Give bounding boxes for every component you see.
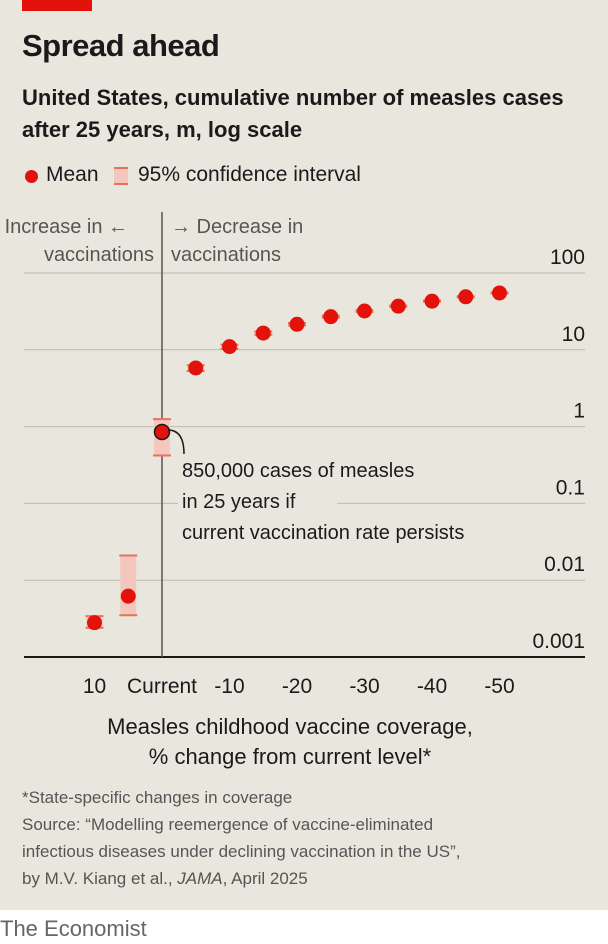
- data-point: [120, 588, 136, 604]
- y-tick-label: 0.01: [544, 553, 585, 576]
- ci-box: [120, 555, 137, 616]
- brand-red-bar: [22, 0, 92, 11]
- footnote-source-line2: infectious diseases under declining vacc…: [22, 842, 461, 861]
- x-tick-label: -30: [349, 675, 379, 698]
- chart-title: Spread ahead: [22, 28, 220, 63]
- data-point: [458, 289, 474, 305]
- data-point: [222, 339, 237, 355]
- y-tick-label: 100: [550, 246, 585, 269]
- annotation-bg: [178, 519, 543, 546]
- region-right-label-line2: vaccinations: [171, 244, 281, 266]
- annotation-text-line: current vaccination rate persists: [182, 522, 464, 544]
- x-tick-label: -50: [484, 675, 514, 698]
- data-point: [492, 285, 507, 301]
- legend-mean-label: Mean: [46, 163, 99, 186]
- region-right-label-line1: → Decrease in: [171, 216, 303, 238]
- region-left-label-line2: vaccinations: [44, 244, 154, 266]
- x-tick-label: Current: [127, 675, 197, 698]
- legend-ci-label: 95% confidence interval: [138, 163, 361, 186]
- data-point: [357, 303, 372, 319]
- data-point: [255, 325, 271, 341]
- data-point: [323, 309, 339, 325]
- annotation-text-line: in 25 years if: [182, 491, 296, 513]
- x-tick-label: -10: [214, 675, 244, 698]
- footnote-source-line3: by M.V. Kiang et al., JAMA, April 2025: [22, 869, 308, 888]
- data-point: [87, 615, 102, 631]
- data-point: [390, 298, 406, 314]
- data-point: [289, 316, 305, 332]
- x-tick-label: -40: [417, 675, 447, 698]
- x-axis-label-line2: % change from current level*: [149, 744, 432, 769]
- footnote-note: *State-specific changes in coverage: [22, 788, 293, 807]
- y-tick-label: 1: [573, 400, 585, 423]
- x-tick-label: 10: [83, 675, 106, 698]
- economist-logo-text: The Economist: [0, 916, 147, 941]
- annotation-bg: [178, 488, 338, 515]
- data-point: [188, 360, 204, 376]
- measles-chart: 100 10 1 0.1 0.01 0.001 Increase in ← vaccina…: [5, 212, 585, 769]
- chart-card: Spread ahead United States, cumulative n…: [0, 0, 608, 910]
- annotation-bg: [178, 457, 446, 484]
- chart-subtitle: United States, cumulative number of meas…: [22, 85, 564, 142]
- footnote-source-line1: Source: “Modelling reemergence of vaccin…: [22, 815, 434, 834]
- footnote: *State-specific changes in coverage Sour…: [22, 784, 592, 892]
- annotation-text-line: 850,000 cases of measles: [182, 460, 414, 482]
- legend-mean-dot-icon: [25, 170, 38, 183]
- x-axis-label-line1: Measles childhood vaccine coverage,: [107, 714, 473, 739]
- y-tick-label: 10: [562, 323, 585, 346]
- y-tick-label: 0.001: [532, 630, 585, 653]
- annotation-leader-line: [167, 429, 185, 455]
- data-point-current: [153, 423, 171, 441]
- region-left-label-line1: Increase in ←: [5, 216, 128, 238]
- x-tick-label: -20: [282, 675, 312, 698]
- y-tick-label: 0.1: [556, 476, 585, 499]
- legend-ci-icon: [114, 167, 128, 185]
- data-point: [424, 293, 440, 309]
